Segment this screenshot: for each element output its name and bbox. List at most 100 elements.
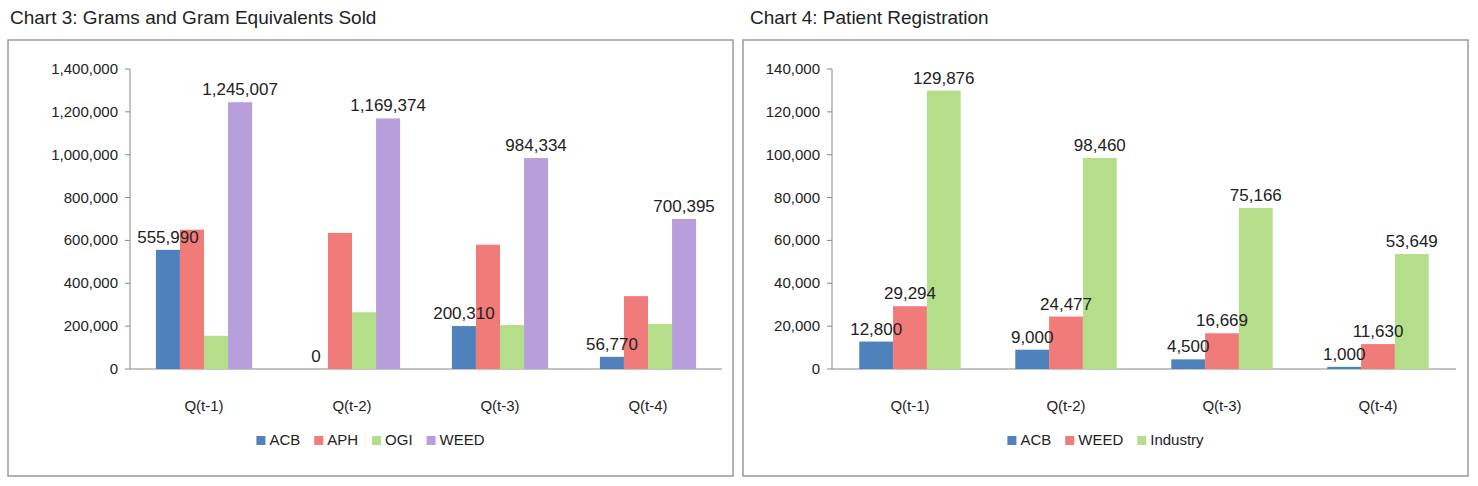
legend-swatch — [1007, 436, 1016, 445]
legend-item: OGI — [372, 431, 413, 448]
data-label: 16,669 — [1196, 311, 1248, 330]
figure: Chart 3: Grams and Gram Equivalents Sold… — [0, 0, 1478, 486]
y-tick — [125, 111, 130, 112]
chart-panel: Chart 3: Grams and Gram Equivalents Sold… — [8, 7, 733, 476]
data-label: 29,294 — [884, 284, 936, 303]
y-tick — [827, 240, 832, 241]
chart-title: Chart 4: Patient Registration — [750, 7, 989, 28]
x-tick-label: Q(t-4) — [628, 397, 667, 414]
y-tick-label: 20,000 — [774, 317, 820, 334]
y-axis — [130, 69, 131, 369]
legend-label: ACB — [1020, 431, 1051, 448]
data-label: 4,500 — [1167, 337, 1210, 356]
legend-item: ACB — [256, 431, 300, 448]
bar — [1395, 254, 1429, 369]
y-tick-label: 140,000 — [766, 60, 820, 77]
y-tick-label: 0 — [812, 360, 820, 377]
data-label: 11,630 — [1353, 322, 1404, 341]
data-label: 53,649 — [1386, 232, 1438, 251]
y-tick — [125, 240, 130, 241]
y-tick — [827, 154, 832, 155]
y-tick — [125, 69, 130, 70]
data-label: 12,800 — [850, 320, 902, 339]
bar — [524, 158, 548, 369]
bar — [672, 219, 696, 369]
bar — [352, 312, 376, 369]
y-tick-label: 100,000 — [766, 146, 820, 163]
data-label: 1,245,007 — [202, 80, 278, 99]
bar — [1049, 317, 1083, 369]
data-labels: 12,800 29,294 129,876 9,000 24,477 98,460 4,50… — [850, 69, 1438, 364]
x-tick-label: Q(t-2) — [1046, 397, 1085, 414]
y-tick-label: 1,200,000 — [51, 103, 118, 120]
bars — [156, 102, 696, 369]
x-tick-label: Q(t-2) — [332, 397, 371, 414]
bar — [1015, 350, 1049, 369]
data-label: 9,000 — [1011, 328, 1054, 347]
panel-frame — [8, 40, 733, 476]
legend-swatch — [427, 436, 436, 445]
bar — [500, 325, 524, 369]
bar — [600, 357, 624, 369]
bar — [304, 369, 328, 370]
y-tick-label: 1,400,000 — [51, 60, 118, 77]
data-label: 56,770 — [586, 335, 638, 354]
bar — [452, 326, 476, 369]
y-tick — [827, 369, 832, 370]
data-label: 98,460 — [1074, 136, 1126, 155]
y-tick-label: 120,000 — [766, 103, 820, 120]
bar — [1171, 359, 1205, 369]
y-tick-label: 600,000 — [64, 231, 118, 248]
x-tick-label: Q(t-1) — [184, 397, 223, 414]
legend-item: WEED — [427, 431, 485, 448]
x-tick-label: Q(t-4) — [1358, 397, 1397, 414]
y-tick-label: 0 — [110, 360, 118, 377]
bar — [1205, 333, 1239, 369]
data-label: 555,990 — [137, 228, 198, 247]
data-label: 700,395 — [653, 197, 714, 216]
data-label: 984,334 — [505, 136, 566, 155]
y-tick — [125, 197, 130, 198]
data-label: 0 — [311, 347, 320, 366]
chart-title: Chart 3: Grams and Gram Equivalents Sold — [10, 7, 376, 28]
bars — [859, 91, 1428, 369]
legend-label: ACB — [269, 431, 300, 448]
legend-swatch — [1065, 436, 1074, 445]
data-label: 200,310 — [433, 304, 494, 323]
legend-label: APH — [327, 431, 358, 448]
panel-frame — [743, 40, 1468, 476]
bar — [180, 230, 204, 369]
y-axis — [832, 69, 833, 369]
legend-label: Industry — [1150, 431, 1204, 448]
legend-swatch — [314, 436, 323, 445]
y-tick-label: 1,000,000 — [51, 146, 118, 163]
bar — [204, 336, 228, 369]
y-tick-label: 60,000 — [774, 231, 820, 248]
data-label: 24,477 — [1040, 295, 1092, 314]
bar — [1239, 208, 1273, 369]
legend: ACB APH OGI WEED — [256, 431, 484, 448]
bar — [1083, 158, 1117, 369]
bar — [624, 296, 648, 369]
legend-label: WEED — [1078, 431, 1123, 448]
y-tick — [827, 69, 832, 70]
legend-swatch — [372, 436, 381, 445]
bar — [376, 118, 400, 369]
y-tick-label: 40,000 — [774, 274, 820, 291]
legend-item: APH — [314, 431, 358, 448]
data-label: 75,166 — [1230, 186, 1282, 205]
y-tick — [827, 111, 832, 112]
y-tick-label: 200,000 — [64, 317, 118, 334]
bar — [1361, 344, 1395, 369]
data-label: 1,000 — [1323, 345, 1366, 364]
data-label: 129,876 — [913, 69, 974, 88]
bar — [228, 102, 252, 369]
bar — [648, 324, 672, 369]
y-tick — [827, 326, 832, 327]
legend-label: WEED — [440, 431, 485, 448]
legend-label: OGI — [385, 431, 413, 448]
x-tick-label: Q(t-1) — [890, 397, 929, 414]
bar — [328, 233, 352, 369]
y-tick — [125, 283, 130, 284]
data-labels: 555,9901,245,00701,169,374200,310984,334… — [137, 80, 715, 366]
